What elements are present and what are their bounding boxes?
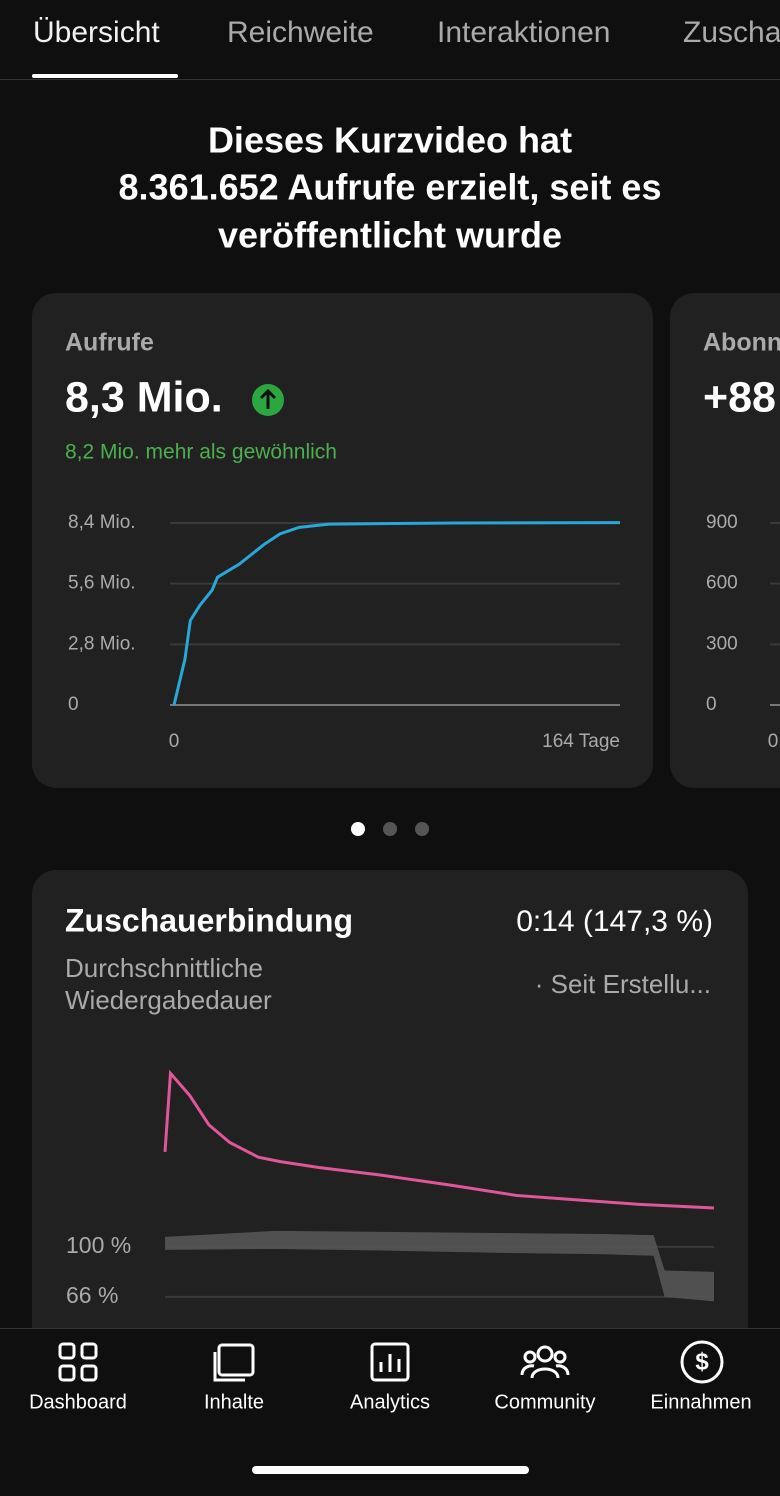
- y-tick-label: 100 %: [66, 1232, 131, 1258]
- nav-label[interactable]: Einnahmen: [650, 1391, 751, 1413]
- data-line: [172, 521, 621, 706]
- nav-label[interactable]: Analytics: [350, 1391, 430, 1413]
- retention-subtitle: Wiedergabedauer: [65, 985, 272, 1015]
- tab-bar: Übersicht Reichweite Interaktionen Zusch…: [33, 16, 780, 49]
- bottom-nav: $ Dashboard Inhalte Analytics Community …: [0, 1328, 780, 1491]
- nav-label[interactable]: Dashboard: [29, 1391, 127, 1413]
- headline: Dieses Kurzvideo hat: [208, 120, 572, 161]
- nav-label[interactable]: Community: [494, 1391, 595, 1413]
- tab[interactable]: Reichweite: [227, 16, 374, 49]
- x-tick-label: 164 Tage: [542, 731, 620, 752]
- card-comparison: 8,2 Mio. mehr als gewöhnlich: [65, 441, 337, 464]
- x-tick-label: 0: [169, 731, 180, 752]
- headline: 8.361.652 Aufrufe erzielt, seit es: [119, 167, 662, 208]
- icon: [58, 1342, 76, 1360]
- icon: [553, 1350, 567, 1364]
- y-tick-label: 900: [706, 512, 738, 533]
- tab[interactable]: Übersicht: [33, 16, 160, 49]
- retention-card[interactable]: [32, 870, 748, 1470]
- tab-indicator: [32, 74, 178, 78]
- icon: [217, 1343, 255, 1377]
- icon: [536, 1345, 554, 1363]
- icon: [58, 1364, 76, 1382]
- tab[interactable]: Zuscha: [683, 16, 780, 49]
- icon: [523, 1350, 537, 1364]
- icon: [370, 1342, 410, 1382]
- icon: [213, 1352, 245, 1382]
- retention-period[interactable]: · Seit Erstellu...: [535, 969, 711, 999]
- icon: [80, 1364, 98, 1382]
- icon: [80, 1342, 98, 1360]
- card[interactable]: [32, 293, 653, 788]
- tab[interactable]: Interaktionen: [437, 16, 610, 49]
- page-dot[interactable]: [415, 822, 429, 836]
- y-tick-label: 66 %: [66, 1282, 118, 1308]
- y-tick-label: 600: [706, 573, 738, 594]
- retention-subtitle: Durchschnittliche: [65, 953, 263, 983]
- headline: veröffentlicht wurde: [218, 215, 562, 256]
- icon: [680, 1340, 724, 1384]
- y-tick-label: 5,6 Mio.: [68, 573, 136, 594]
- icon-glyph: $: [695, 1348, 709, 1375]
- page-dot[interactable]: [383, 822, 397, 836]
- retention-title: Zuschauerbindung: [65, 902, 353, 938]
- y-tick-label: 8,4 Mio.: [68, 512, 136, 533]
- card[interactable]: [670, 293, 780, 788]
- card-value: 8,3 Mio.: [65, 373, 223, 421]
- page-dot[interactable]: [351, 822, 365, 836]
- home-indicator: [252, 1466, 529, 1474]
- y-tick-label: 0: [706, 694, 717, 715]
- y-tick-label: 0: [68, 694, 79, 715]
- y-tick-label: 2,8 Mio.: [68, 633, 136, 654]
- card-value: +88: [703, 373, 776, 421]
- trend-arrow: [259, 388, 277, 409]
- y-tick-label: 300: [706, 633, 738, 654]
- icon: [520, 1364, 570, 1379]
- x-tick-label: 0: [768, 731, 779, 752]
- range-band: [165, 1230, 714, 1302]
- retention-value: 0:14 (147,3 %): [516, 905, 713, 938]
- card-label: Aufrufe: [65, 329, 154, 357]
- icon: [379, 1354, 401, 1372]
- data-line: [163, 1069, 715, 1210]
- nav-label[interactable]: Inhalte: [204, 1391, 264, 1413]
- card-label: Abonn: [703, 329, 780, 357]
